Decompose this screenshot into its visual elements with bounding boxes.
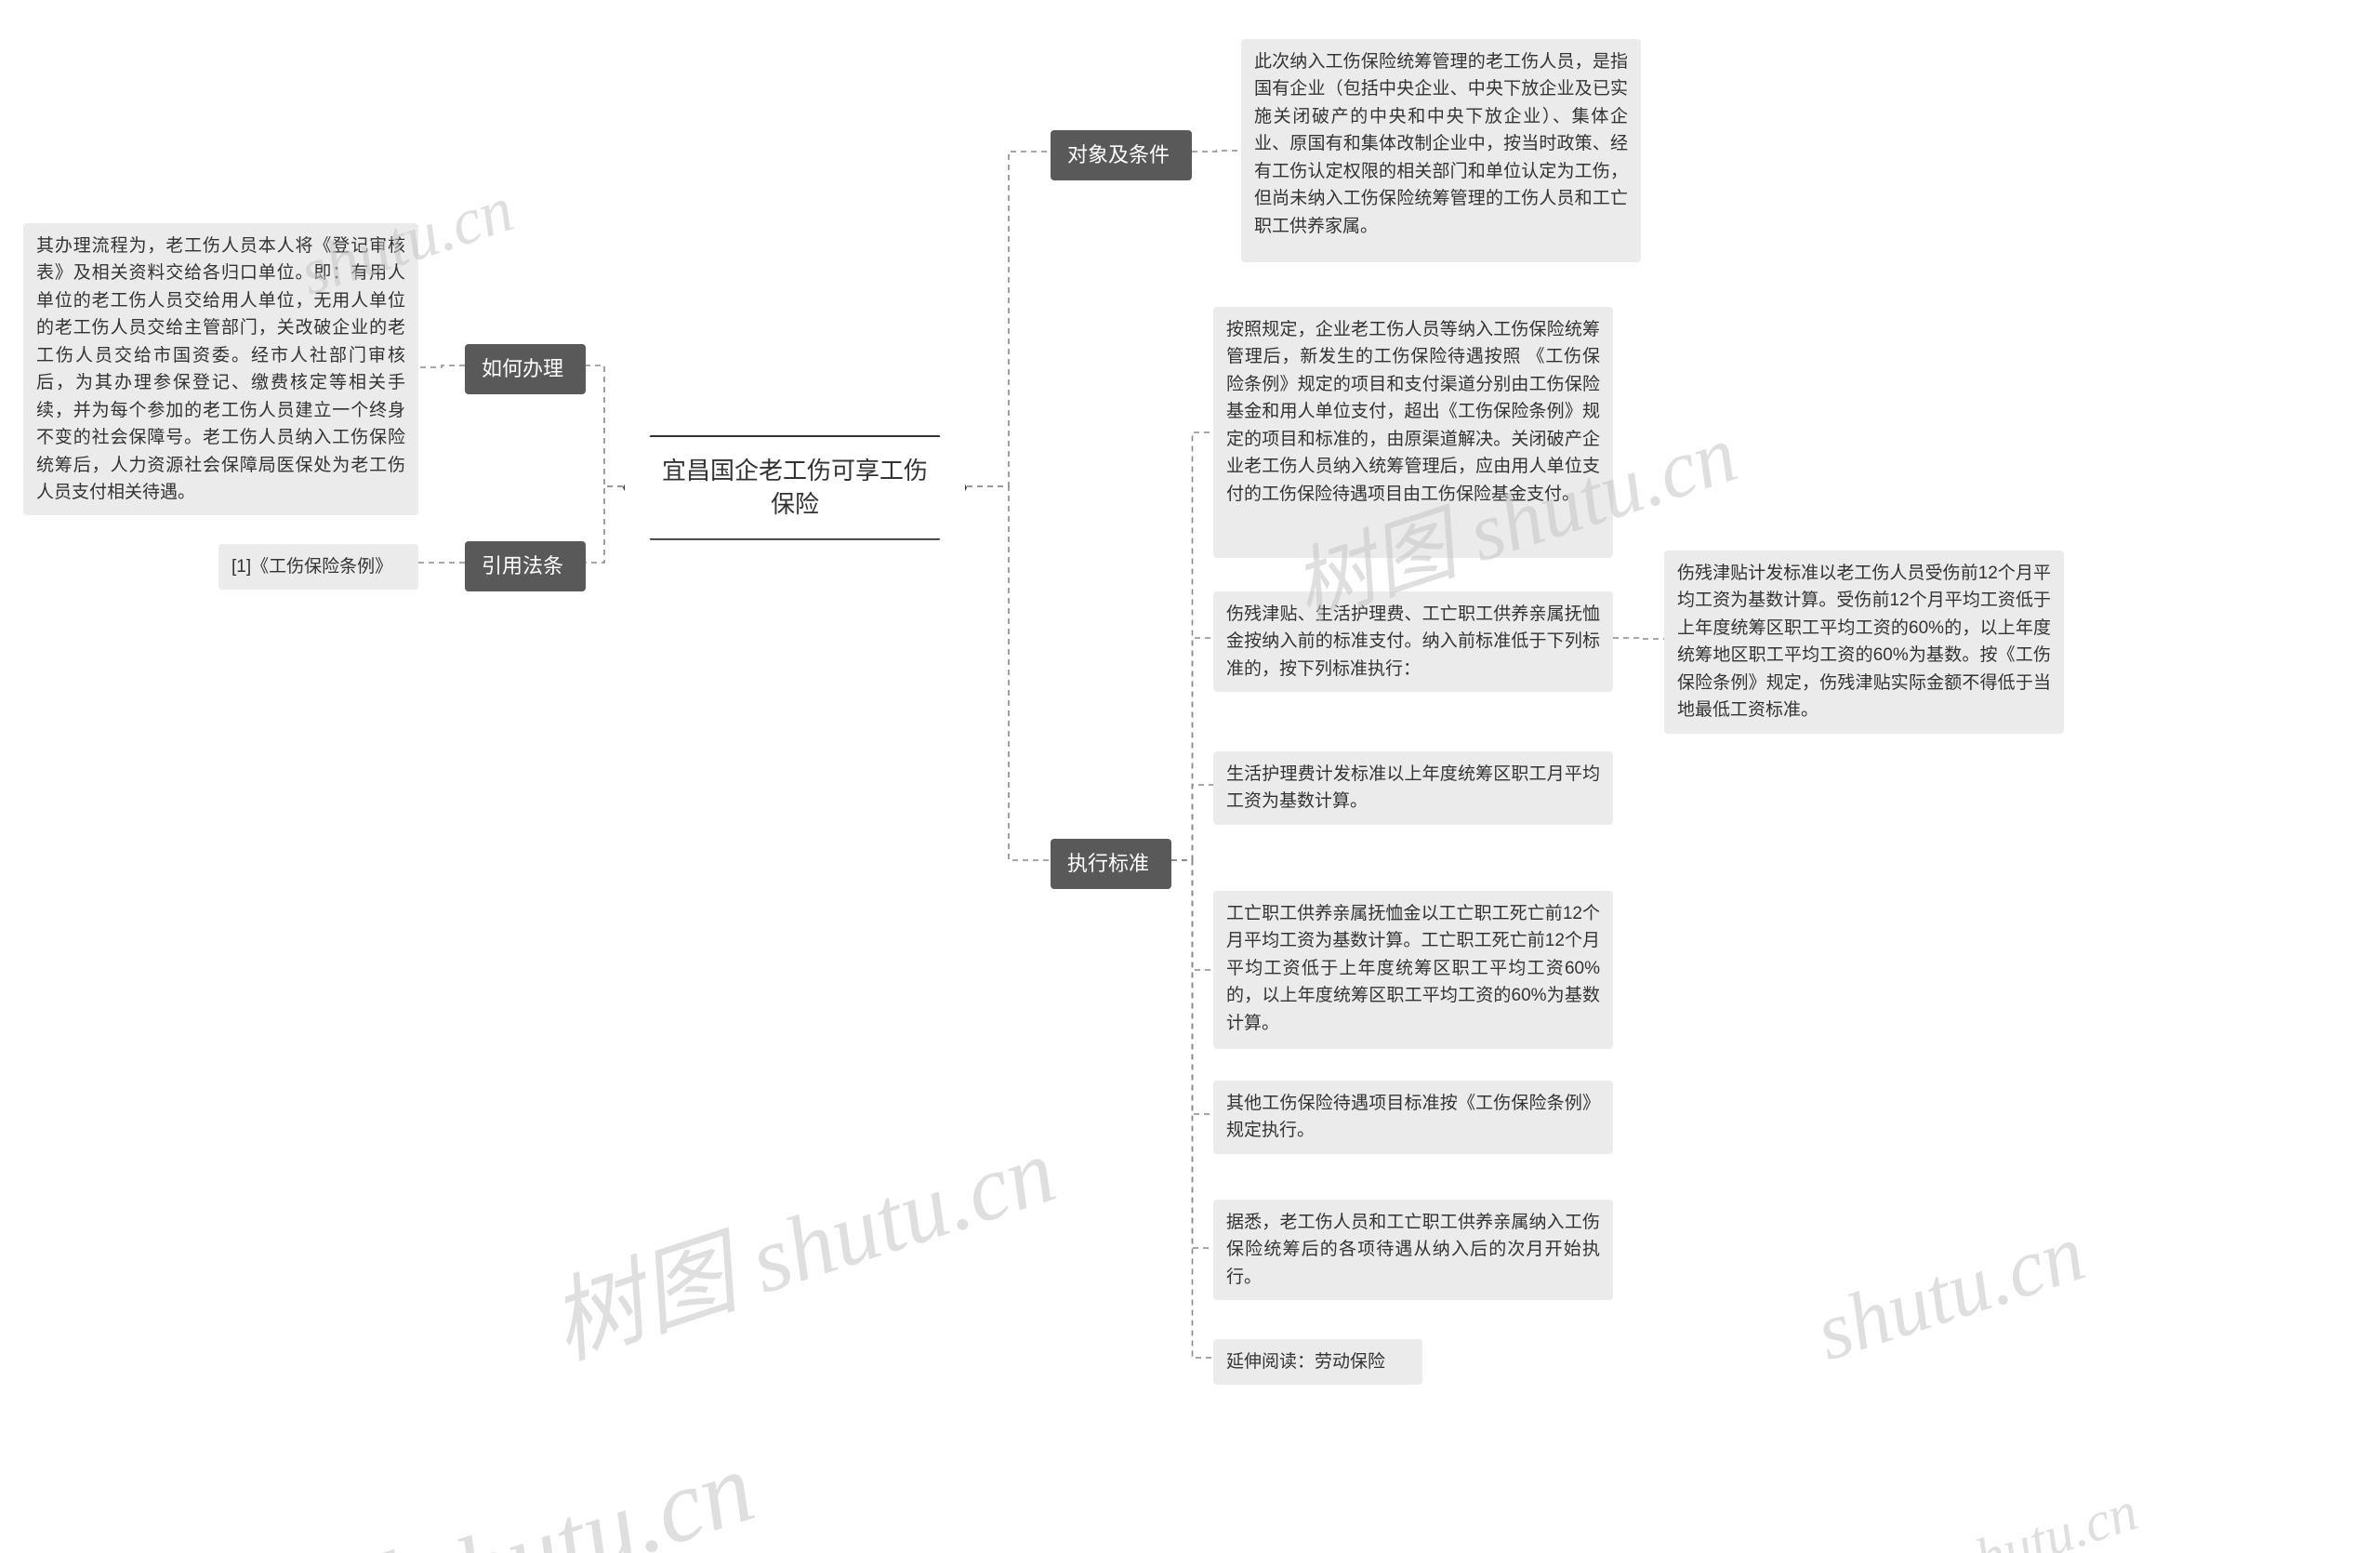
node-l-std-6[interactable]: 据悉，老工伤人员和工亡职工供养亲属纳入工伤保险统筹后的各项待遇从纳入后的次月开始…	[1213, 1200, 1613, 1300]
watermark: shutu.cn	[1947, 1480, 2145, 1553]
node-label: 引用法条	[482, 554, 563, 577]
edge	[967, 152, 1051, 486]
node-l-std-5[interactable]: 其他工伤保险待遇项目标准按《工伤保险条例》规定执行。	[1213, 1081, 1613, 1154]
node-b-cite[interactable]: 引用法条	[465, 541, 586, 591]
node-label: 生活护理费计发标准以上年度统筹区职工月平均工资为基数计算。	[1226, 764, 1600, 811]
node-label: 据悉，老工伤人员和工亡职工供养亲属纳入工伤保险统筹后的各项待遇从纳入后的次月开始…	[1226, 1213, 1600, 1287]
node-label: 对象及条件	[1067, 143, 1170, 166]
watermark: 树图 shutu.cn	[177, 1403, 768, 1553]
edge	[1171, 432, 1213, 860]
node-b-obj[interactable]: 对象及条件	[1051, 130, 1192, 180]
node-root[interactable]: 宜昌国企老工伤可享工伤 保险	[623, 435, 967, 540]
node-label: 按照规定，企业老工伤人员等纳入工伤保险统筹管理后，新发生的工伤保险待遇按照 《工…	[1226, 320, 1600, 504]
edge	[586, 486, 623, 563]
edge	[1192, 151, 1241, 152]
edge	[418, 365, 465, 367]
edge	[1171, 785, 1213, 860]
node-label: 其他工伤保险待遇项目标准按《工伤保险条例》规定执行。	[1226, 1094, 1600, 1140]
node-l-std-2[interactable]: 伤残津贴、生活护理费、工亡职工供养亲属抚恤金按纳入前的标准支付。纳入前标准低于下…	[1213, 591, 1613, 692]
node-b-std[interactable]: 执行标准	[1051, 839, 1171, 889]
node-label: 执行标准	[1067, 852, 1149, 875]
node-l-std-2-1[interactable]: 伤残津贴计发标准以老工伤人员受伤前12个月平均工资为基数计算。受伤前12个月平均…	[1664, 551, 2064, 734]
edge	[1171, 860, 1213, 970]
node-label: 宜昌国企老工伤可享工伤 保险	[662, 457, 928, 518]
node-l-std-7[interactable]: 延伸阅读：劳动保险	[1213, 1339, 1422, 1385]
mindmap-canvas: 宜昌国企老工伤可享工伤 保险 如何办理 其办理流程为，老工伤人员本人将《登记审核表》…	[0, 0, 2380, 1553]
node-label: 如何办理	[482, 357, 563, 380]
watermark: 树图 shutu.cn	[531, 1095, 1068, 1384]
edge	[1171, 860, 1213, 1248]
edge	[1171, 860, 1213, 1358]
node-l-how-1[interactable]: 其办理流程为，老工伤人员本人将《登记审核表》及相关资料交给各归口单位。即：有用人…	[23, 223, 418, 515]
node-label: 此次纳入工伤保险统筹管理的老工伤人员，是指国有企业（包括中央企业、中央下放企业及…	[1254, 52, 1628, 236]
node-l-std-1[interactable]: 按照规定，企业老工伤人员等纳入工伤保险统筹管理后，新发生的工伤保险待遇按照 《工…	[1213, 307, 1613, 558]
watermark: shutu.cn	[1805, 1206, 2096, 1380]
node-l-obj-1[interactable]: 此次纳入工伤保险统筹管理的老工伤人员，是指国有企业（包括中央企业、中央下放企业及…	[1241, 39, 1641, 262]
node-label: 延伸阅读：劳动保险	[1226, 1352, 1385, 1372]
node-label: 其办理流程为，老工伤人员本人将《登记审核表》及相关资料交给各归口单位。即：有用人…	[36, 236, 405, 502]
edge	[586, 365, 623, 486]
node-label: 伤残津贴、生活护理费、工亡职工供养亲属抚恤金按纳入前的标准支付。纳入前标准低于下…	[1226, 604, 1600, 679]
edge	[1171, 860, 1213, 1114]
node-label: [1]《工伤保险条例》	[231, 557, 392, 577]
node-label: 伤残津贴计发标准以老工伤人员受伤前12个月平均工资为基数计算。受伤前12个月平均…	[1677, 564, 2051, 720]
edge	[1613, 638, 1664, 639]
node-label: 工亡职工供养亲属抚恤金以工亡职工死亡前12个月平均工资为基数计算。工亡职工死亡前…	[1226, 904, 1600, 1033]
node-b-how[interactable]: 如何办理	[465, 344, 586, 394]
node-l-std-4[interactable]: 工亡职工供养亲属抚恤金以工亡职工死亡前12个月平均工资为基数计算。工亡职工死亡前…	[1213, 891, 1613, 1049]
node-l-cite-1[interactable]: [1]《工伤保险条例》	[218, 544, 418, 590]
edge	[967, 486, 1051, 860]
edge	[1171, 638, 1213, 860]
node-l-std-3[interactable]: 生活护理费计发标准以上年度统筹区职工月平均工资为基数计算。	[1213, 751, 1613, 825]
